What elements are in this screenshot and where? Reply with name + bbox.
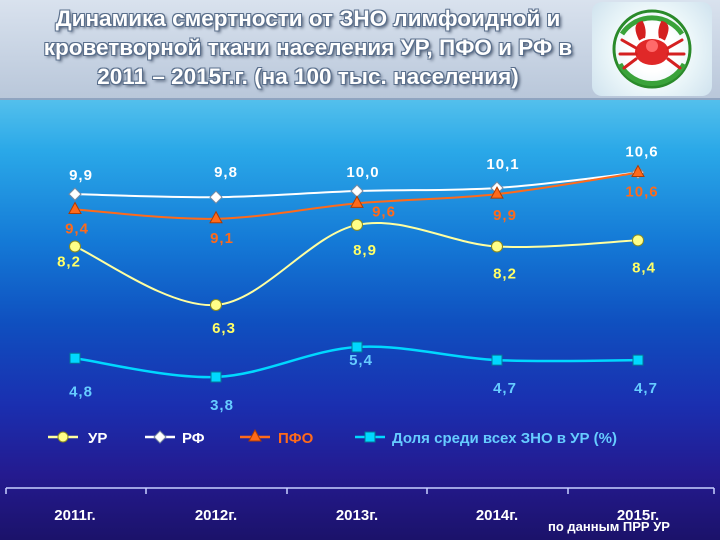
marker-rf-2 [350,184,364,198]
marker-share-2 [351,341,363,353]
legend-label-share: Доля среди всех ЗНО в УР (%) [392,430,617,447]
data-label-ur-0: 8,2 [57,253,81,270]
legend-item-rf: РФ [145,430,205,447]
marker-pfo-4 [631,164,645,178]
marker-share-3 [491,354,503,366]
line-chart: 8,2 6,3 8,9 8,2 8,4 9,9 9,8 10,0 10,1 10,6 9,4 9,1 9… [5,144,715,524]
marker-share-4 [632,354,644,366]
data-source-note: по данным ПРР УР [548,519,670,534]
legend-label-rf: РФ [182,430,205,447]
legend-item-share: Доля среди всех ЗНО в УР (%) [355,430,617,447]
x-tick-label-3: 2014г. [476,507,518,524]
slide-title: Динамика смертности от ЗНО лимфоидной и … [43,6,573,89]
data-label-ur-1: 6,3 [212,320,236,337]
legend-label-pfo: ПФО [278,430,314,447]
legend-item-pfo: ПФО [240,428,314,447]
data-label-rf-0: 9,9 [69,167,93,184]
x-tick-label-0: 2011г. [54,507,95,524]
data-label-pfo-4: 10,6 [625,184,658,201]
legend-marker-rf [153,430,167,444]
legend-marker-pfo [248,428,262,442]
x-tick-label-4: 2015г. [617,507,659,524]
marker-pfo-3 [490,186,504,199]
data-label-share-2: 5,4 [349,352,373,369]
marker-ur-0 [69,240,81,253]
marker-pfo-1 [209,210,223,224]
data-label-pfo-0: 9,4 [65,221,89,238]
data-label-rf-4: 10,6 [625,144,658,161]
data-label-share-3: 4,7 [493,380,517,397]
marker-pfo-2 [350,195,364,208]
data-label-pfo-3: 9,9 [493,207,517,224]
legend-marker-ur [57,431,69,443]
data-label-rf-1: 9,8 [214,164,238,181]
marker-ur-1 [210,299,222,311]
logo [592,2,712,96]
marker-pfo-0 [68,201,82,215]
data-label-pfo-2: 9,6 [372,203,396,220]
marker-share-1 [210,371,222,383]
data-label-share-4: 4,7 [634,380,658,397]
data-label-rf-2: 10,0 [346,164,379,181]
legend-label-ur: УР [88,430,107,447]
marker-ur-4 [632,234,644,247]
x-tick-label-2: 2013г. [336,507,378,524]
data-label-ur-4: 8,4 [632,259,656,276]
marker-rf-0 [68,187,82,201]
series-line-ur [74,221,639,307]
legend-marker-share [364,431,376,443]
crab-logo-icon [612,9,692,89]
data-label-share-1: 3,8 [210,397,234,414]
data-label-rf-3: 10,1 [486,156,519,173]
marker-share-0 [69,352,81,364]
x-tick-label-1: 2012г. [195,507,237,524]
legend-item-ur: УР [48,430,107,447]
data-label-share-0: 4,8 [69,383,93,400]
data-label-ur-2: 8,9 [353,242,377,259]
marker-ur-2 [351,218,363,231]
marker-ur-3 [491,240,503,253]
data-label-ur-3: 8,2 [493,265,517,282]
marker-rf-1 [209,190,223,204]
data-label-pfo-1: 9,1 [210,230,234,247]
title-bar: Динамика смертности от ЗНО лимфоидной и … [0,0,720,100]
